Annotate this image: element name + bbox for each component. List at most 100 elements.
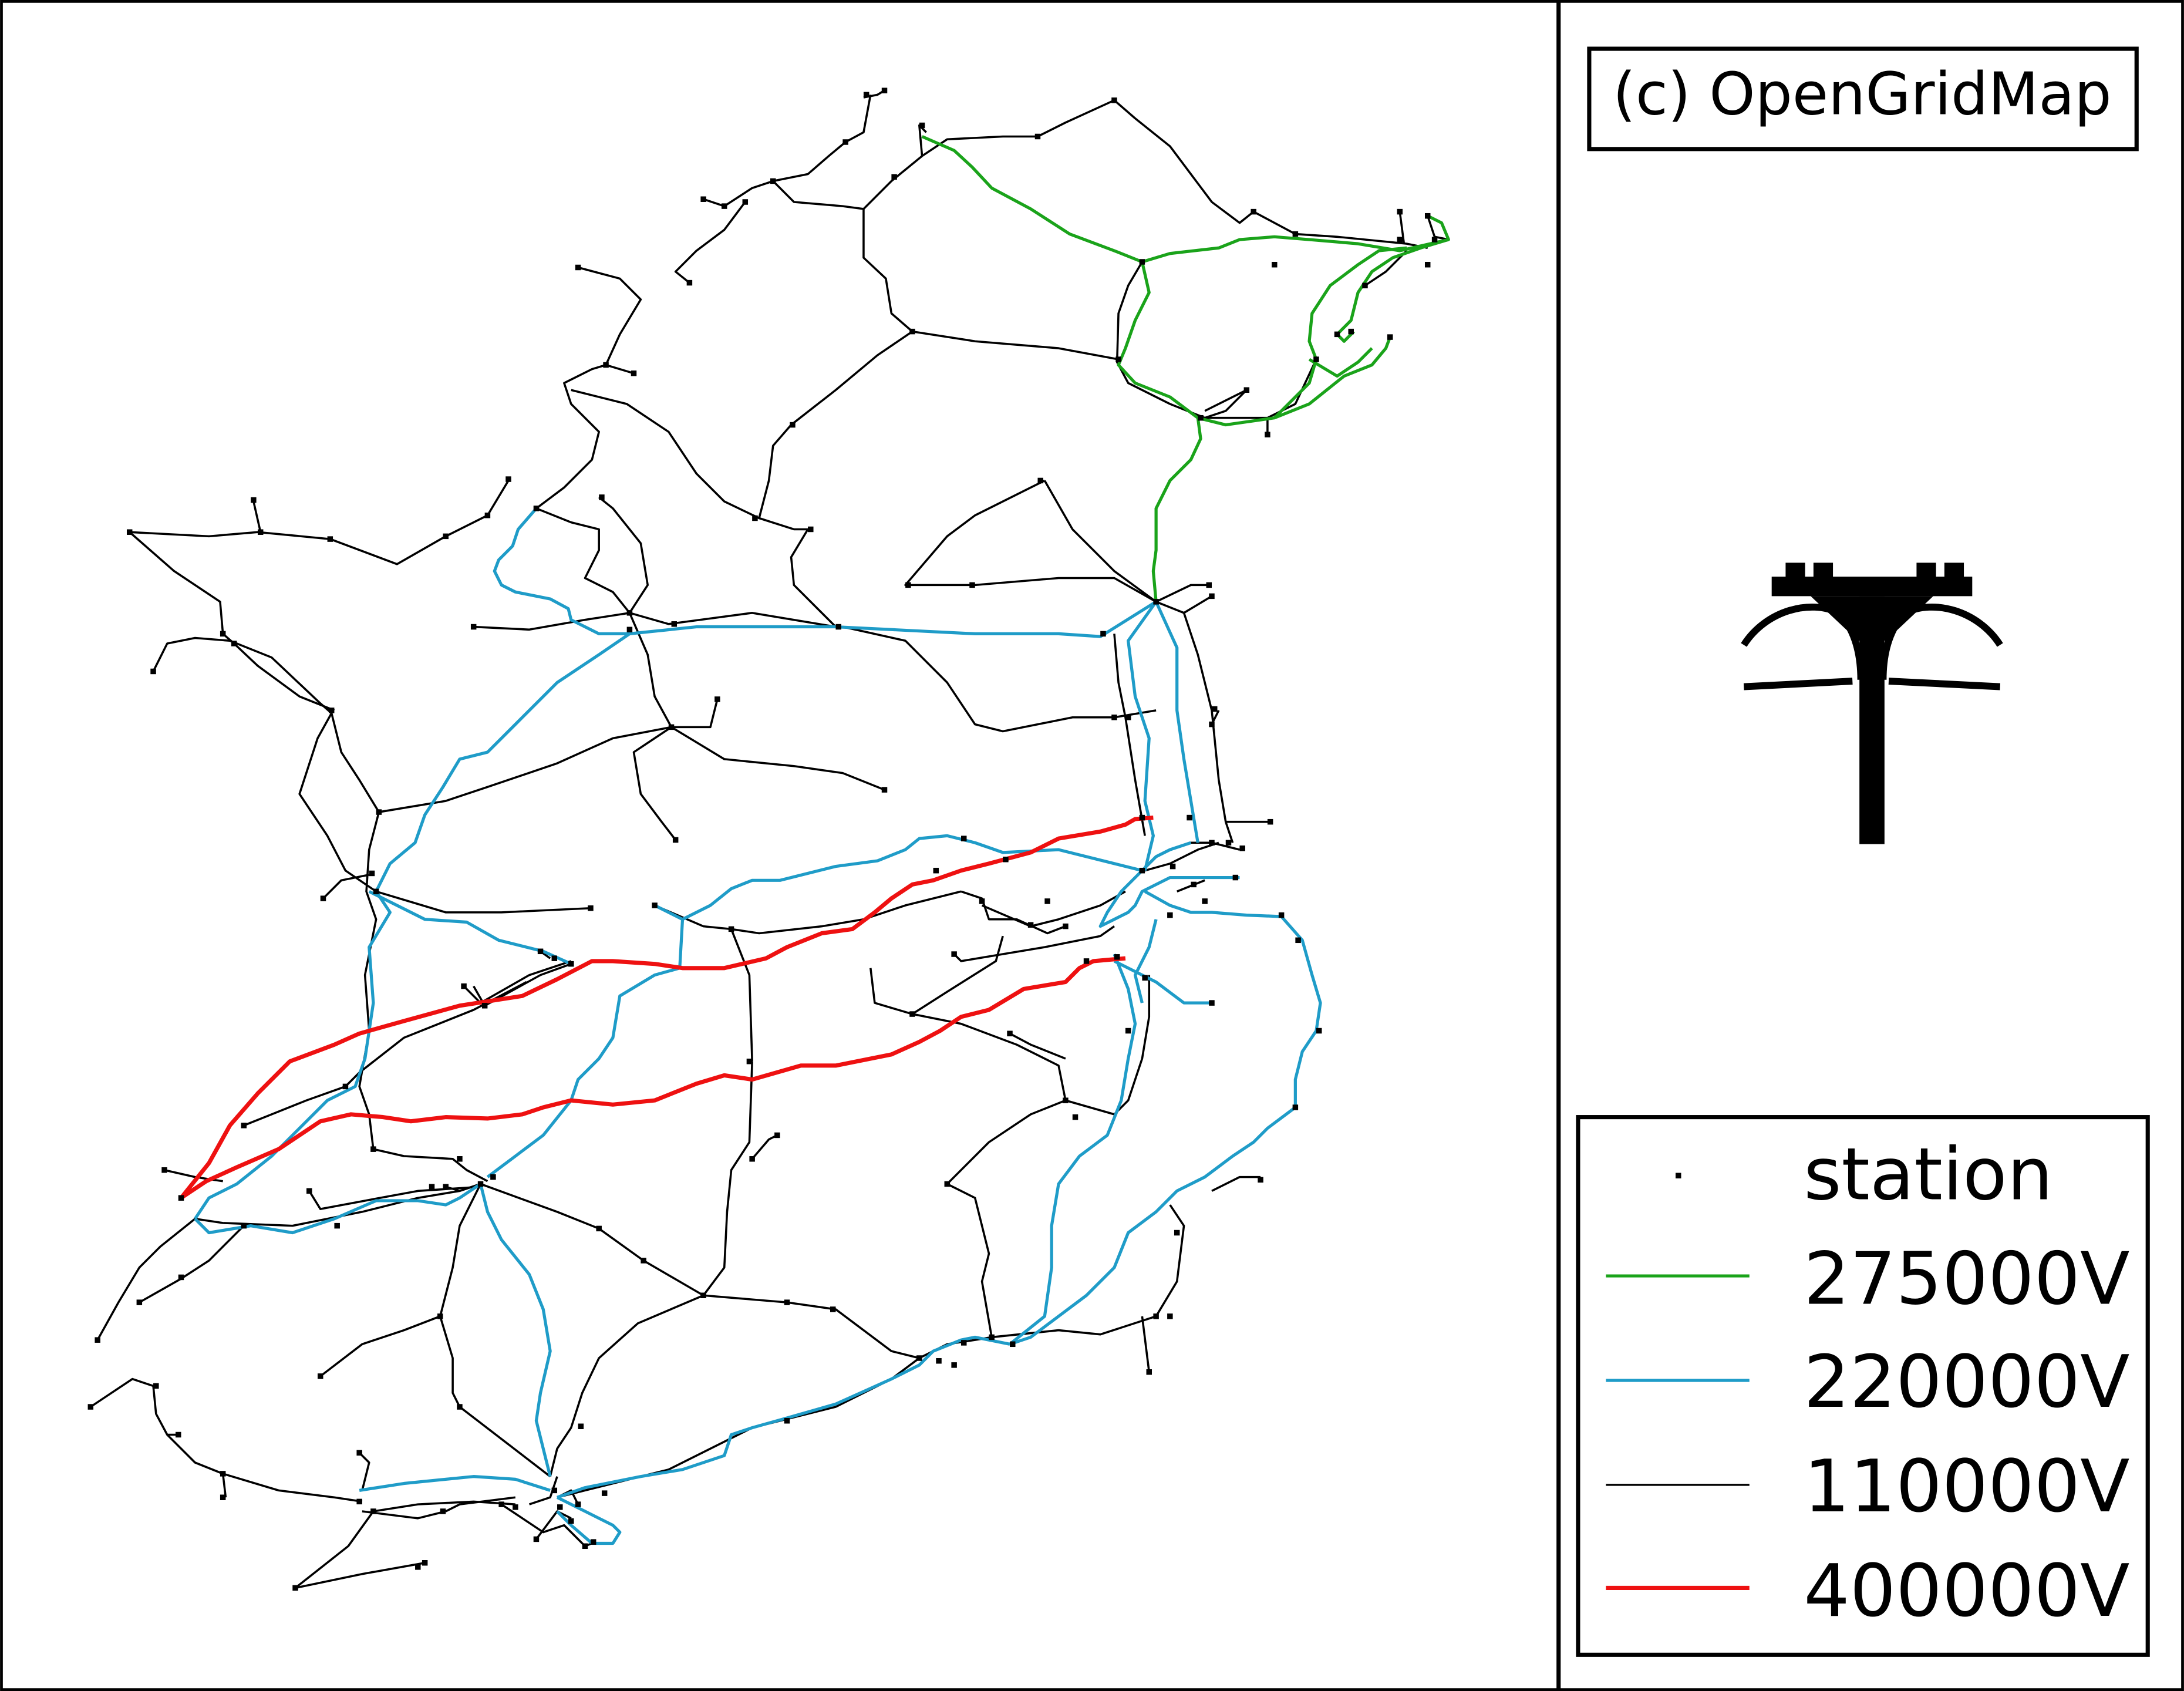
station-marker	[919, 122, 925, 129]
station-marker	[790, 422, 796, 428]
copyright-text: (c) OpenGridMap	[1613, 61, 2112, 129]
legend-item-220kv: 220000V	[1606, 1340, 2130, 1424]
station-marker	[979, 898, 985, 904]
station-marker	[1153, 599, 1159, 605]
line-220kv	[1009, 1106, 1296, 1346]
station-marker	[721, 203, 727, 209]
station-marker	[1125, 1028, 1131, 1034]
station-marker	[513, 1504, 518, 1510]
station-marker	[1072, 1114, 1078, 1120]
line-110kv	[869, 968, 1067, 1101]
line-110kv	[376, 890, 591, 914]
station-marker	[178, 1274, 184, 1281]
line-110kv	[1253, 211, 1428, 250]
station-marker	[568, 961, 574, 967]
station-marker	[1206, 582, 1212, 588]
line-110kv	[1144, 841, 1219, 872]
station-marker	[863, 92, 869, 98]
copyright-frame	[1587, 46, 2139, 151]
station-marker	[909, 328, 915, 335]
station-marker	[596, 1225, 602, 1232]
lines-110kv	[90, 89, 1449, 1589]
station-marker	[1010, 1341, 1016, 1348]
station-marker	[1198, 415, 1204, 421]
station-marker	[714, 696, 720, 702]
legend-label-400kv: 400000V	[1804, 1549, 2129, 1633]
station-marker	[700, 196, 706, 202]
station-marker	[220, 631, 226, 637]
station-marker	[241, 1222, 247, 1229]
line-110kv	[992, 1315, 1157, 1339]
station-marker	[951, 951, 957, 957]
line-110kv	[1141, 1316, 1151, 1372]
power-pole-icon	[1741, 562, 2003, 844]
station-marker	[95, 1337, 100, 1343]
station-marker	[231, 641, 237, 646]
line-110kv	[912, 935, 1004, 1015]
line-110kv	[252, 501, 262, 533]
station-marker	[481, 1003, 488, 1009]
station-marker	[176, 1431, 181, 1438]
line-110kv	[578, 266, 642, 366]
station-marker	[1424, 261, 1431, 268]
line-110kv	[308, 1185, 481, 1210]
line-220kv	[1133, 919, 1158, 1003]
line-220kv	[375, 632, 631, 892]
station-marker	[1142, 975, 1148, 981]
station-marker	[251, 497, 257, 503]
station-marker	[1387, 334, 1393, 340]
station-marker	[891, 174, 897, 180]
station-marker	[533, 1536, 540, 1542]
station-marker	[1295, 937, 1301, 944]
station-marker	[1272, 261, 1278, 268]
line-220kv	[557, 1335, 1010, 1499]
line-110kv	[918, 124, 927, 156]
line-110kv	[960, 890, 1066, 935]
line-110kv	[1009, 1032, 1066, 1060]
station-marker	[241, 1123, 247, 1129]
station-marker	[1316, 1028, 1322, 1034]
station-marker	[1243, 387, 1250, 393]
line-220kv	[556, 1495, 622, 1545]
line-220kv	[1141, 841, 1192, 872]
line-275kv	[921, 135, 1143, 264]
station-marker	[1111, 97, 1117, 103]
line-110kv	[221, 1473, 227, 1498]
line-110kv	[243, 1085, 346, 1127]
station-marker	[429, 1184, 435, 1190]
station-marker	[557, 1504, 563, 1510]
line-110kv	[1204, 389, 1248, 419]
line-110kv	[463, 960, 572, 1004]
station-marker	[342, 1083, 349, 1090]
station-marker	[292, 1585, 298, 1591]
station-marker	[1169, 863, 1176, 870]
station-marker	[470, 624, 477, 630]
line-220kv	[194, 1183, 481, 1235]
line-275kv	[1117, 261, 1202, 602]
station-marker	[136, 1299, 143, 1305]
station-marker	[1083, 958, 1090, 964]
station-marker	[1292, 231, 1299, 237]
line-110kv	[703, 180, 864, 210]
line-110kv	[981, 890, 1126, 928]
station-marker	[1209, 840, 1215, 846]
legend: station 275000V 220000V 110000V 400000V	[1576, 1115, 2150, 1657]
line-110kv	[1155, 584, 1209, 603]
line-400kv	[180, 956, 1126, 1200]
station-marker	[916, 1355, 922, 1361]
station-marker	[373, 888, 379, 895]
station-marker	[728, 926, 734, 932]
station-marker	[1212, 706, 1218, 712]
station-marker	[933, 867, 939, 874]
station-marker	[317, 1373, 323, 1379]
station-marker	[551, 1487, 558, 1494]
station-marker	[1258, 1177, 1263, 1183]
station-marker	[1034, 133, 1041, 140]
map-area[interactable]	[87, 87, 1450, 1591]
line-110kv	[358, 811, 380, 1150]
line-110kv	[670, 726, 885, 791]
line-110kv	[1113, 99, 1255, 224]
station-marker	[1007, 1030, 1013, 1037]
line-110kv	[571, 389, 811, 531]
